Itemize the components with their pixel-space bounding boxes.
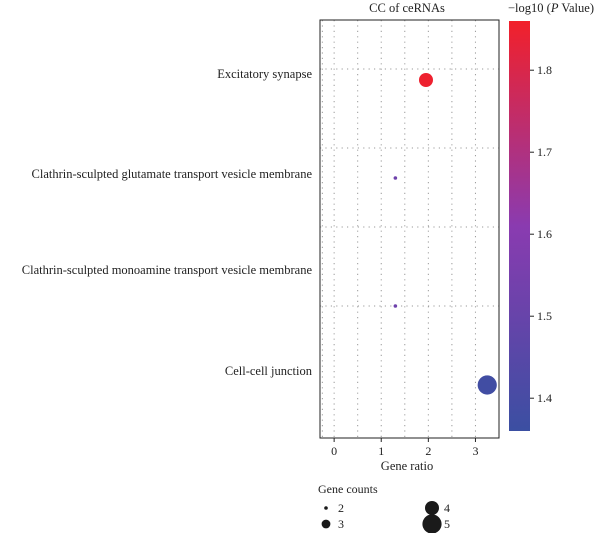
colorbar-tick-label: 1.6 (537, 227, 552, 241)
category-label: Clathrin-sculpted glutamate transport ve… (32, 167, 313, 181)
colorbar (509, 21, 530, 431)
colorbar-title: −log10 (P Value) (508, 1, 594, 15)
size-legend-dot (425, 501, 439, 515)
data-points (393, 73, 497, 395)
size-legend-title: Gene counts (318, 482, 378, 496)
colorbar-tick-label: 1.4 (537, 391, 552, 405)
size-legend-label: 3 (338, 517, 344, 531)
data-point (418, 73, 433, 87)
colorbar-title-suffix: Value) (558, 1, 594, 15)
colorbar-tick-label: 1.7 (537, 145, 552, 159)
size-legend-label: 4 (444, 501, 450, 515)
grid-lines (320, 20, 499, 438)
data-point (393, 176, 398, 180)
size-legend-label: 2 (338, 501, 344, 515)
category-label: Excitatory synapse (217, 67, 312, 81)
category-labels: Excitatory synapse Clathrin-sculpted glut… (22, 67, 313, 378)
category-label: Clathrin-sculpted monoamine transport ve… (22, 263, 313, 277)
colorbar-ticks: 1.4 1.5 1.6 1.7 1.8 (530, 63, 552, 405)
data-point (477, 375, 497, 395)
x-tick-label: 0 (331, 444, 337, 458)
colorbar-tick-label: 1.5 (537, 309, 552, 323)
colorbar-title-prefix: −log10 ( (508, 1, 551, 15)
size-legend-dot (321, 519, 331, 529)
category-label: Cell-cell junction (225, 364, 313, 378)
x-tick-label: 3 (472, 444, 478, 458)
x-tick-label: 2 (425, 444, 431, 458)
size-legend-label: 5 (444, 517, 450, 531)
x-axis-label: Gene ratio (381, 459, 433, 473)
size-legend-dot (324, 506, 328, 510)
x-ticks: 0 1 2 3 (331, 438, 478, 458)
colorbar-title-italic: P (550, 1, 559, 15)
chart-title: CC of ceRNAs (369, 1, 445, 15)
plot-frame (319, 19, 500, 439)
size-legend-dot (422, 514, 442, 533)
colorbar-tick-label: 1.8 (537, 63, 552, 77)
data-point (393, 304, 398, 308)
x-tick-label: 1 (378, 444, 384, 458)
size-legend: 2 3 4 5 (321, 501, 450, 533)
